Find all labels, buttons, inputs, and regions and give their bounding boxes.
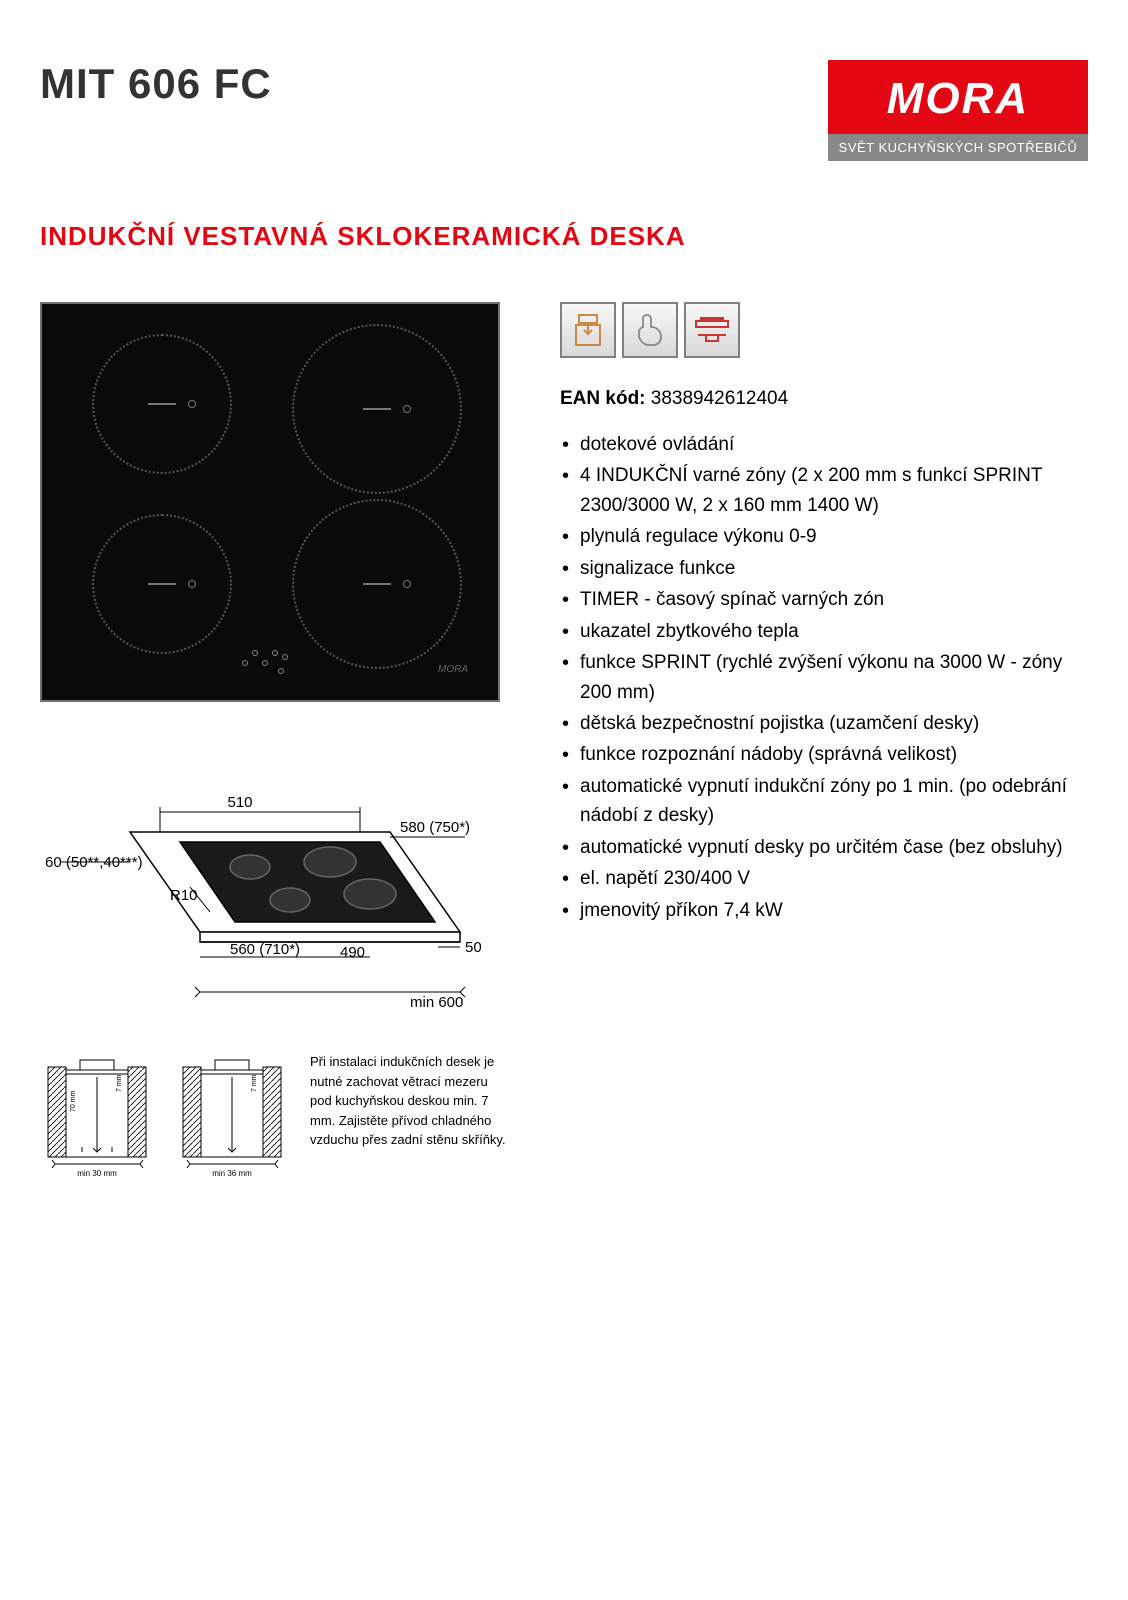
control-panel <box>242 650 302 680</box>
feature-item: dotekové ovládání <box>560 430 1088 459</box>
feature-item: plynulá regulace výkonu 0-9 <box>560 522 1088 551</box>
svg-text:min 36 mm: min 36 mm <box>212 1169 252 1178</box>
cooktop-icon <box>684 302 740 358</box>
svg-text:7 mm: 7 mm <box>116 1074 123 1092</box>
product-subtitle: INDUKČNÍ VESTAVNÁ SKLOKERAMICKÁ DESKA <box>40 221 1088 252</box>
svg-text:7 mm: 7 mm <box>251 1074 258 1092</box>
feature-item: funkce rozpoznání nádoby (správná veliko… <box>560 740 1088 769</box>
dim-label: R10 <box>170 887 198 904</box>
dim-label: 490 <box>340 944 365 961</box>
feature-item: ukazatel zbytkového tepla <box>560 617 1088 646</box>
feature-item: 4 INDUKČNÍ varné zóny (2 x 200 mm s funk… <box>560 461 1088 520</box>
svg-text:min 30 mm: min 30 mm <box>77 1169 117 1178</box>
cooking-zone <box>92 514 232 654</box>
install-note: Při instalaci indukčních desek je nutné … <box>310 1052 510 1150</box>
dim-label: 580 (750*) <box>400 819 470 836</box>
cooking-zone <box>92 334 232 474</box>
dim-label: min 600 <box>410 994 463 1011</box>
logo-tagline: SVĚT KUCHYŇSKÝCH SPOTŘEBIČŮ <box>828 134 1088 161</box>
brand-logo: MORA SVĚT KUCHYŇSKÝCH SPOTŘEBIČŮ <box>828 60 1088 161</box>
page-header: MIT 606 FC MORA SVĚT KUCHYŇSKÝCH SPOTŘEB… <box>40 60 1088 161</box>
product-code: MIT 606 FC <box>40 60 272 108</box>
feature-item: funkce SPRINT (rychlé zvýšení výkonu na … <box>560 648 1088 707</box>
ean-value: 3838942612404 <box>651 388 788 409</box>
install-row: min 30 mm 7 mm 70 mm <box>40 1052 520 1182</box>
feature-item: signalizace funkce <box>560 554 1088 583</box>
feature-item: automatické vypnutí desky po určitém čas… <box>560 833 1088 862</box>
ean-label: EAN kód: <box>560 388 646 409</box>
install-diagram: min 36 mm 7 mm <box>175 1052 290 1182</box>
feature-item: automatické vypnutí indukční zóny po 1 m… <box>560 772 1088 831</box>
left-column: MORA <box>40 302 520 1182</box>
product-photo: MORA <box>40 302 500 702</box>
cooking-zone <box>292 324 462 494</box>
right-column: EAN kód: 3838942612404 dotekové ovládání… <box>560 302 1088 1182</box>
feature-icons-row <box>560 302 1088 358</box>
feature-item: dětská bezpečnostní pojistka (uzamčení d… <box>560 709 1088 738</box>
product-brand-mark: MORA <box>438 664 468 675</box>
install-diagram: min 30 mm 7 mm 70 mm <box>40 1052 155 1182</box>
feature-item: jmenovitý příkon 7,4 kW <box>560 896 1088 925</box>
cooking-zone <box>292 499 462 669</box>
dim-label: 510 <box>227 794 252 811</box>
ean-line: EAN kód: 3838942612404 <box>560 388 1088 410</box>
features-list: dotekové ovládání4 INDUKČNÍ varné zóny (… <box>560 430 1088 925</box>
dimension-drawing: 510 60 (50**,40***) 580 (750*) R10 560 (… <box>40 782 500 1022</box>
feature-item: el. napětí 230/400 V <box>560 864 1088 893</box>
dim-label: 50 <box>465 939 482 956</box>
logo-brand-text: MORA <box>828 60 1088 134</box>
dim-label: 560 (710*) <box>230 941 300 958</box>
feature-item: TIMER - časový spínač varných zón <box>560 585 1088 614</box>
built-in-icon <box>560 302 616 358</box>
touch-control-icon <box>622 302 678 358</box>
content-area: MORA <box>40 302 1088 1182</box>
dim-label: 60 (50**,40***) <box>45 854 143 871</box>
svg-text:70 mm: 70 mm <box>70 1090 77 1112</box>
